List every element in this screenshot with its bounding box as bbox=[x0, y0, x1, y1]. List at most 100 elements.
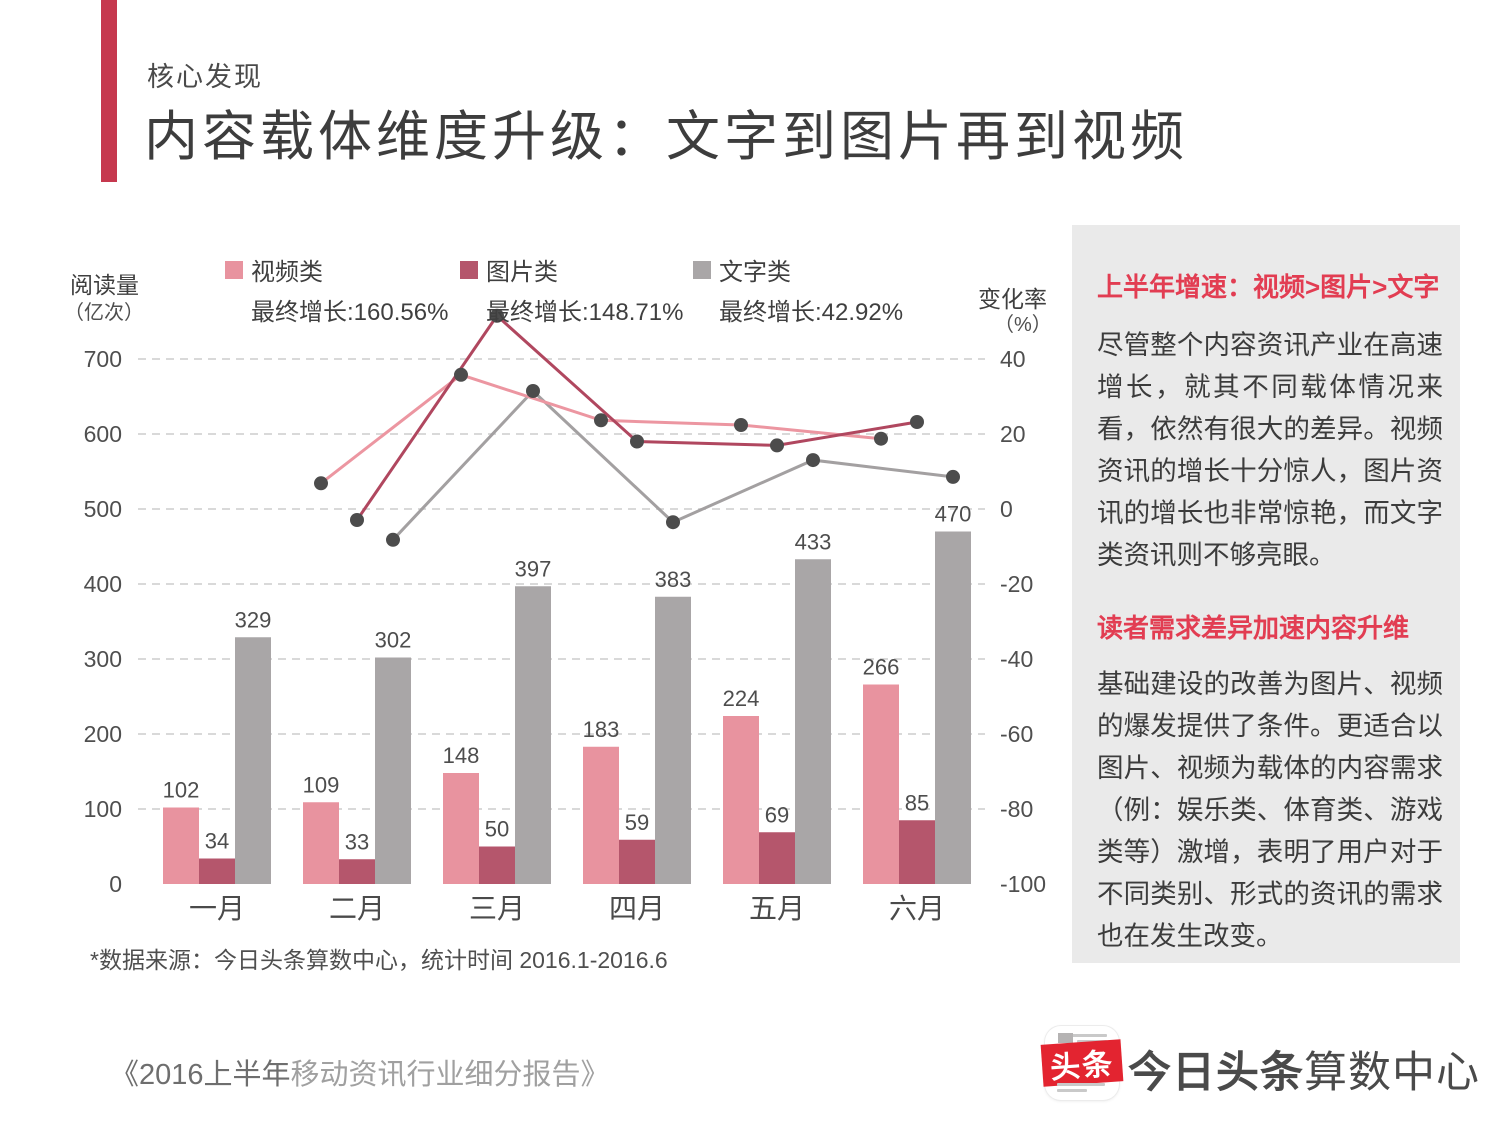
section-eyebrow: 核心发现 bbox=[147, 62, 263, 92]
legend-growth-label: 最终增长:42.92% bbox=[719, 299, 904, 326]
logo-paper-block bbox=[1058, 1033, 1073, 1043]
left-axis-title: 阅读量 bbox=[70, 272, 139, 298]
legend-swatch bbox=[693, 260, 711, 279]
bar-文字类-六月 bbox=[935, 531, 971, 884]
month-label: 四月 bbox=[609, 893, 665, 924]
right-axis-tick: 0 bbox=[1000, 496, 1013, 522]
bar-value-label: 34 bbox=[205, 829, 229, 854]
commentary-panel: 上半年增速：视频>图片>文字 尽管整个内容资讯产业在高速增长，就其不同载体情况来… bbox=[1072, 225, 1460, 963]
bar-图片类-一月 bbox=[199, 858, 235, 884]
panel-paragraph-1: 尽管整个内容资讯产业在高速增长，就其不同载体情况来看，依然有很大的差异。视频资讯… bbox=[1097, 330, 1443, 570]
line-marker bbox=[666, 515, 680, 530]
bar-视频类-三月 bbox=[443, 773, 479, 884]
bar-文字类-五月 bbox=[795, 559, 831, 884]
bar-图片类-四月 bbox=[619, 839, 655, 884]
bar-value-label: 59 bbox=[625, 810, 649, 835]
legend-series-name: 文字类 bbox=[719, 259, 791, 286]
line-marker bbox=[386, 532, 400, 547]
legend-series-name: 视频类 bbox=[251, 259, 323, 286]
bar-文字类-四月 bbox=[655, 596, 691, 884]
combo-chart: 700600500400300200100040200-20-40-60-80-… bbox=[84, 308, 1046, 924]
legend-swatch bbox=[460, 260, 478, 279]
right-axis-tick: -40 bbox=[1000, 646, 1033, 672]
logo-badge: 头条 bbox=[1040, 1039, 1124, 1087]
line-marker bbox=[630, 434, 644, 449]
right-axis-tick: -100 bbox=[1000, 871, 1046, 897]
left-axis-tick: 100 bbox=[84, 796, 122, 822]
logo-name-regular: 算数中心 bbox=[1304, 1049, 1480, 1097]
legend-swatch bbox=[225, 260, 243, 279]
line-marker bbox=[526, 384, 540, 398]
bar-value-label: 266 bbox=[863, 655, 900, 680]
page-title: 内容载体维度升级：文字到图片再到视频 bbox=[144, 107, 1188, 167]
right-axis-tick: -60 bbox=[1000, 721, 1033, 747]
line-marker bbox=[910, 415, 924, 429]
panel-paragraph-2: 基础建设的改善为图片、视频的爆发提供了条件。更适合以图片、视频为载体的内容需求（… bbox=[1097, 669, 1443, 951]
month-label: 三月 bbox=[469, 893, 525, 924]
report-title-prefix: 《2016上半年 bbox=[110, 1059, 291, 1091]
bar-文字类-三月 bbox=[515, 586, 551, 884]
legend-item-文字类: 文字类最终增长:42.92% bbox=[693, 252, 903, 327]
right-axis-tick: 40 bbox=[1000, 346, 1026, 372]
bar-value-label: 224 bbox=[723, 686, 760, 711]
bar-value-label: 183 bbox=[583, 717, 620, 742]
left-axis-tick: 200 bbox=[84, 721, 122, 747]
bar-value-label: 470 bbox=[935, 502, 972, 527]
legend-growth-label: 最终增长:148.71% bbox=[486, 299, 684, 326]
month-label: 五月 bbox=[749, 893, 805, 924]
bar-value-label: 102 bbox=[163, 778, 200, 803]
line-marker bbox=[806, 453, 820, 468]
right-axis-tick: 20 bbox=[1000, 421, 1026, 447]
left-axis-tick: 600 bbox=[84, 421, 122, 447]
bar-视频类-六月 bbox=[863, 684, 899, 884]
bar-value-label: 397 bbox=[515, 556, 552, 581]
legend-series-name: 图片类 bbox=[486, 259, 558, 286]
bar-value-label: 148 bbox=[443, 743, 480, 768]
month-label: 六月 bbox=[889, 893, 945, 924]
line-marker bbox=[314, 476, 328, 491]
bar-视频类-二月 bbox=[303, 802, 339, 884]
left-axis-tick: 500 bbox=[84, 496, 122, 522]
line-marker bbox=[594, 413, 608, 428]
data-source-note: *数据来源：今日头条算数中心，统计时间 2016.1-2016.6 bbox=[90, 947, 668, 973]
bar-value-label: 33 bbox=[345, 829, 369, 854]
logo-paper-line bbox=[1057, 1089, 1087, 1092]
line-marker bbox=[490, 308, 504, 323]
bar-图片类-三月 bbox=[479, 846, 515, 884]
right-axis-subtitle: （%） bbox=[994, 314, 1052, 336]
line-marker bbox=[734, 418, 748, 432]
line-marker bbox=[454, 367, 468, 382]
report-title-suffix: 移动资讯行业细分报告》 bbox=[290, 1059, 610, 1091]
bar-文字类-一月 bbox=[235, 637, 271, 884]
bar-视频类-一月 bbox=[163, 807, 199, 884]
logo-paper-line bbox=[1059, 1034, 1107, 1037]
bar-value-label: 69 bbox=[765, 802, 789, 827]
bar-value-label: 383 bbox=[655, 567, 692, 592]
line-marker bbox=[350, 513, 364, 527]
bar-图片类-六月 bbox=[899, 820, 935, 884]
right-axis-tick: -20 bbox=[1000, 571, 1033, 597]
left-axis-tick: 300 bbox=[84, 646, 122, 672]
logo-wordmark: 今日头条 算数中心 bbox=[1128, 1038, 1480, 1100]
bar-value-label: 302 bbox=[375, 628, 412, 653]
line-marker bbox=[946, 469, 960, 484]
right-axis-title: 变化率 bbox=[978, 286, 1047, 312]
panel-heading-1: 上半年增速：视频>图片>文字 bbox=[1097, 272, 1440, 302]
toutiao-logo-icon: 头条 bbox=[1040, 1026, 1124, 1100]
accent-bar bbox=[101, 0, 117, 182]
left-axis-subtitle: （亿次） bbox=[64, 302, 144, 324]
month-label: 二月 bbox=[329, 893, 385, 924]
bar-value-label: 329 bbox=[235, 607, 272, 632]
legend-item-图片类: 图片类最终增长:148.71% bbox=[460, 252, 683, 327]
bar-视频类-五月 bbox=[723, 716, 759, 884]
logo-paper-line bbox=[1057, 1083, 1105, 1086]
logo-name-bold: 今日头条 bbox=[1128, 1049, 1304, 1097]
legend-growth-label: 最终增长:160.56% bbox=[251, 299, 449, 326]
left-axis-tick: 0 bbox=[109, 871, 122, 897]
month-label: 一月 bbox=[189, 893, 245, 924]
bar-value-label: 109 bbox=[303, 772, 340, 797]
left-axis-tick: 400 bbox=[84, 571, 122, 597]
bar-value-label: 433 bbox=[795, 529, 832, 554]
panel-heading-2: 读者需求差异加速内容升维 bbox=[1097, 613, 1410, 643]
